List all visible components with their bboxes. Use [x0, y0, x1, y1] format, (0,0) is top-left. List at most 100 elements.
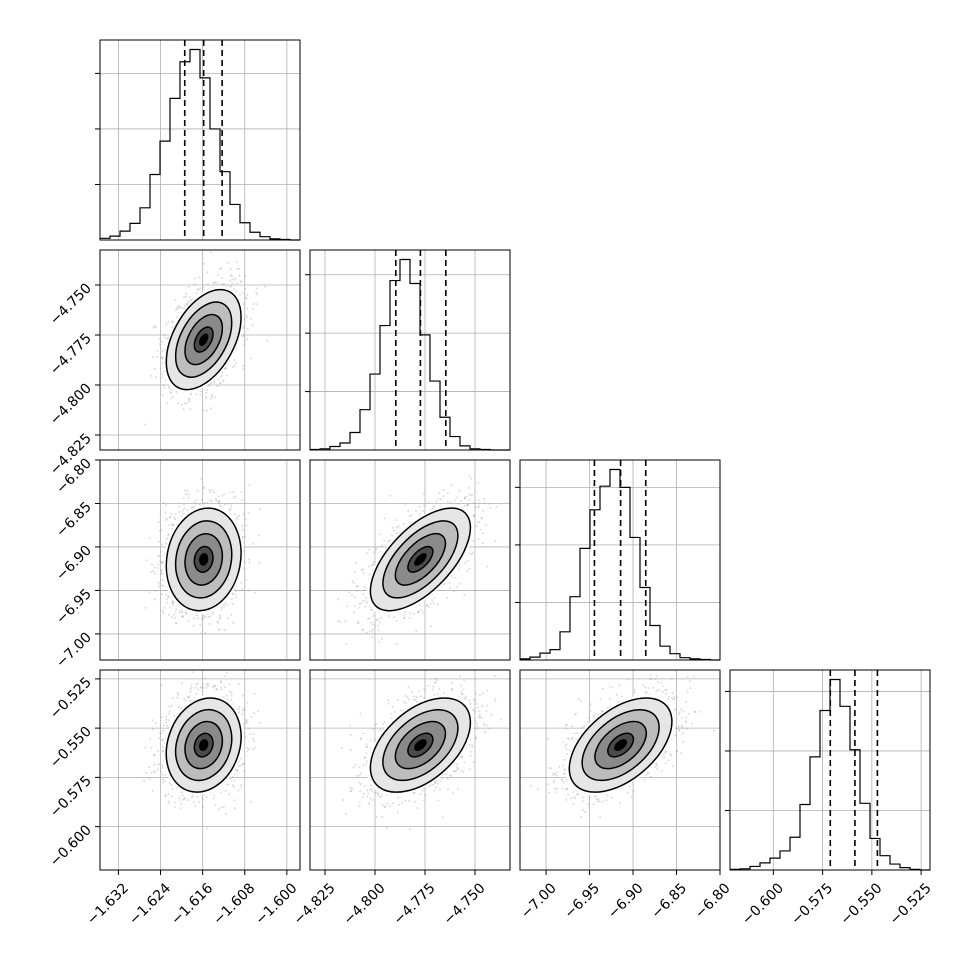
contour-line	[165, 507, 242, 612]
sample-point	[220, 606, 223, 609]
sample-point	[157, 563, 159, 566]
sample-point	[244, 579, 247, 582]
sample-point	[242, 334, 245, 337]
sample-point	[243, 324, 246, 327]
sample-point	[266, 339, 269, 342]
sample-point	[161, 350, 164, 353]
sample-point	[174, 298, 177, 301]
sample-point	[244, 518, 247, 521]
sample-point	[214, 498, 217, 501]
sample-point	[352, 581, 355, 584]
sample-point	[177, 402, 180, 405]
sample-point	[160, 340, 163, 343]
sample-point	[161, 543, 164, 546]
sample-point	[202, 487, 205, 490]
histogram-2	[520, 468, 720, 661]
sample-point	[210, 382, 213, 385]
sample-point	[224, 503, 226, 506]
sample-point	[218, 499, 221, 502]
sample-point	[241, 499, 244, 502]
sample-point	[208, 489, 211, 492]
sample-point	[242, 326, 245, 329]
contour-line	[174, 520, 233, 599]
sample-point	[177, 305, 180, 308]
sample-point	[198, 503, 201, 506]
sample-point	[218, 617, 221, 620]
sample-point	[192, 624, 195, 627]
sample-point	[235, 282, 238, 285]
sample-point	[174, 308, 177, 311]
sample-point	[150, 570, 153, 573]
contour-line	[165, 288, 242, 391]
sample-point	[182, 615, 185, 618]
sample-point	[185, 402, 188, 405]
sample-point	[196, 661, 198, 663]
sample-point	[207, 615, 210, 618]
sample-point	[182, 496, 185, 499]
sample-point	[195, 393, 198, 396]
sample-point	[256, 287, 258, 290]
sample-point	[229, 274, 232, 277]
sample-point	[238, 514, 241, 517]
sample-point	[456, 496, 459, 499]
sample-point	[158, 343, 161, 346]
sample-point	[350, 594, 353, 597]
sample-point	[171, 388, 174, 391]
sample-point	[161, 394, 164, 397]
sample-point	[217, 378, 220, 381]
sample-point	[181, 610, 184, 613]
sample-point	[440, 498, 442, 501]
sample-point	[186, 509, 189, 512]
sample-point	[236, 267, 239, 270]
sample-point	[208, 623, 211, 625]
sample-point	[209, 251, 212, 254]
sample-point	[157, 520, 160, 523]
sample-point	[203, 262, 205, 265]
sample-point	[209, 499, 212, 502]
sample-point	[243, 536, 246, 539]
sample-point	[210, 397, 213, 400]
sample-point	[172, 524, 175, 527]
sample-point	[161, 362, 164, 365]
contour-line	[193, 326, 214, 353]
scatter-panel-2-0	[144, 477, 262, 663]
sample-point	[159, 347, 162, 350]
sample-point	[218, 268, 221, 270]
sample-point	[167, 613, 170, 616]
sample-point	[171, 320, 174, 323]
sample-point	[233, 359, 235, 362]
sample-point	[220, 267, 223, 270]
sample-point	[244, 287, 247, 290]
sample-point	[217, 500, 220, 503]
sample-point	[215, 499, 218, 502]
sample-point	[255, 291, 258, 294]
sample-point	[242, 364, 245, 367]
sample-point	[160, 569, 163, 572]
sample-point	[175, 607, 178, 610]
sample-point	[187, 400, 190, 403]
sample-point	[344, 620, 347, 622]
sample-point	[473, 501, 475, 504]
sample-point	[155, 376, 158, 379]
sample-point	[355, 585, 358, 588]
sample-point	[231, 366, 234, 369]
sample-point	[230, 598, 233, 600]
sample-point	[239, 293, 242, 296]
sample-point	[212, 281, 215, 284]
sample-point	[245, 297, 248, 300]
sample-point	[157, 554, 160, 557]
sample-point	[224, 601, 227, 604]
sample-point	[162, 384, 165, 386]
sample-point	[223, 492, 226, 495]
sample-point	[181, 615, 184, 617]
sample-point	[241, 528, 244, 531]
sample-point	[153, 367, 156, 370]
sample-point	[183, 304, 186, 307]
sample-point	[367, 617, 369, 620]
sample-point	[232, 496, 235, 499]
sample-point	[145, 559, 148, 562]
sample-point	[209, 491, 212, 494]
sample-point	[257, 534, 260, 537]
sample-point	[259, 508, 262, 510]
